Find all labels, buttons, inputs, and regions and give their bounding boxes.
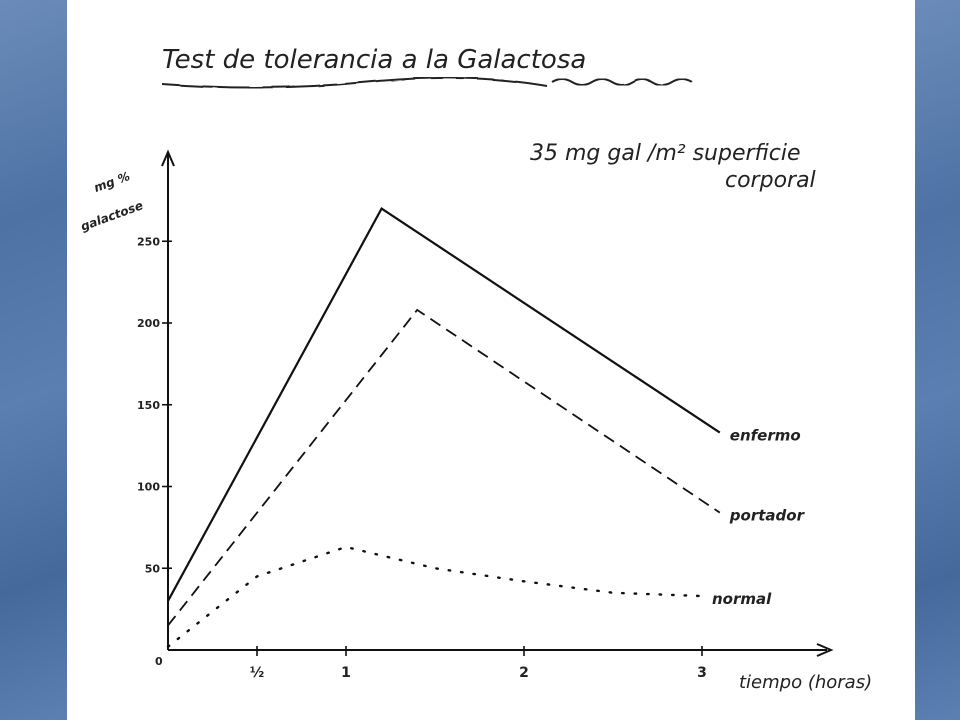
title-underline-squiggle <box>551 78 693 86</box>
series-line-enfermo <box>167 206 721 602</box>
series-label-portador: portador <box>729 507 806 525</box>
y-tick-label: 200 <box>137 317 160 330</box>
background-panel-left <box>0 0 67 720</box>
y-axis-label-line-1: mg % <box>92 169 132 195</box>
dose-annotation-line-1: 35 mg gal /m² superficie <box>530 141 801 166</box>
x-tick-label: 3 <box>697 665 707 681</box>
dose-annotation-line-2: corporal <box>725 168 816 193</box>
y-tick-label: 100 <box>137 481 160 494</box>
chart-title: Test de tolerancia a la Galactosa <box>162 45 586 75</box>
origin-label: 0 <box>155 655 163 668</box>
series-label-normal: normal <box>712 590 772 608</box>
title-underline <box>161 76 548 89</box>
x-axis-arrow <box>816 643 834 657</box>
y-tick-label: 250 <box>137 235 160 248</box>
chart: Test de tolerancia a la Galactosa 35 mg … <box>79 45 872 693</box>
background-panel-right <box>915 0 960 720</box>
x-tick-label: 2 <box>519 665 529 681</box>
series-label-enfermo: enfermo <box>730 427 801 445</box>
y-axis-arrow <box>161 149 175 167</box>
series-line-portador <box>167 308 721 627</box>
y-ticks: 50 100 150 200 250 <box>137 235 172 575</box>
axes <box>161 149 834 657</box>
series-lines: enfermo portador normal <box>166 206 806 648</box>
x-tick-label: ½ <box>250 665 265 681</box>
y-tick-label: 50 <box>145 562 161 575</box>
chart-sheet: Test de tolerancia a la Galactosa 35 mg … <box>67 0 915 720</box>
series-line-normal <box>166 545 704 648</box>
x-ticks: ½ 1 2 3 <box>250 646 707 681</box>
x-axis-label: tiempo (horas) <box>739 672 872 693</box>
x-tick-label: 1 <box>341 665 351 681</box>
y-tick-label: 150 <box>137 399 160 412</box>
y-axis-label-line-2: galactose <box>79 198 145 233</box>
